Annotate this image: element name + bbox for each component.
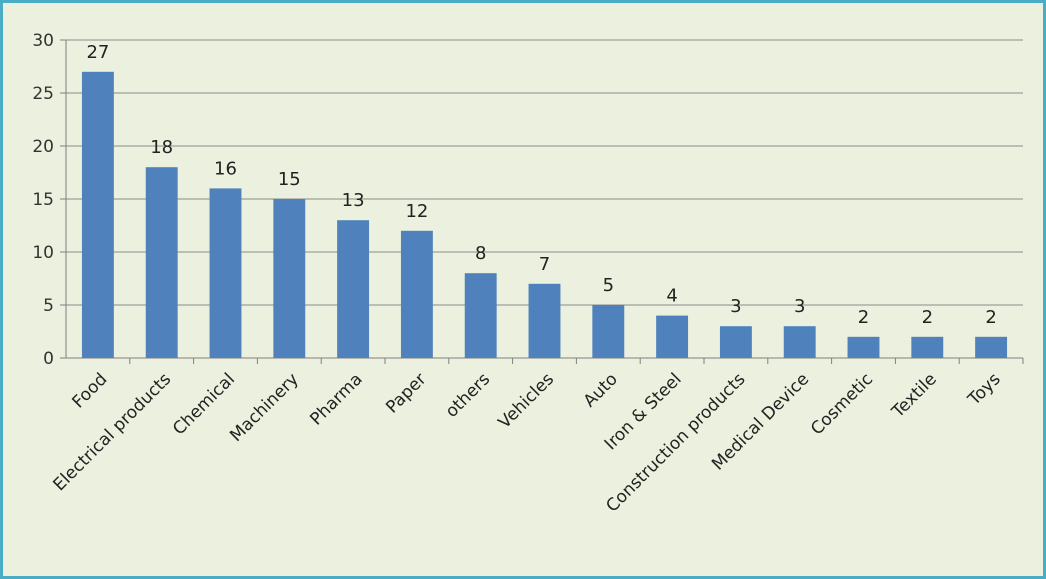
bar-value-label: 5: [603, 275, 614, 296]
bar-value-label: 3: [730, 296, 741, 317]
bar-value-label: 12: [405, 201, 428, 222]
bar: [847, 336, 880, 358]
bar-chart: 0 5 10 15 20 25 30 27 18 16 15 13 12 8 7 5 4 3 3 2 2 2 FoodE…: [32, 31, 1024, 516]
bar: [528, 283, 561, 358]
bar: [81, 71, 114, 359]
bar-value-label: 4: [666, 286, 677, 307]
bar: [145, 167, 178, 358]
x-category-label: Cosmetic: [807, 369, 877, 439]
bar-value-label: 16: [214, 158, 237, 179]
bar-value-label: 8: [475, 243, 486, 264]
x-category-label: Toys: [964, 369, 1005, 410]
x-category-label: others: [442, 369, 495, 422]
bar: [400, 230, 433, 358]
x-category-label: Textile: [888, 369, 941, 422]
bar-value-label: 13: [342, 190, 365, 211]
y-tick-label: 30: [32, 31, 54, 51]
bar-value-label: 3: [794, 296, 805, 317]
x-category-label: Auto: [580, 369, 622, 411]
x-category-label: Electrical products: [50, 369, 176, 495]
bar-value-label: 27: [86, 42, 109, 63]
bar: [975, 336, 1008, 358]
x-category-label: Food: [68, 369, 111, 412]
bar: [656, 315, 689, 358]
x-category-label: Pharma: [306, 369, 366, 429]
bar: [337, 220, 370, 358]
bar: [783, 326, 816, 358]
bar-value-label: 2: [858, 307, 869, 328]
y-tick-label: 5: [43, 296, 54, 316]
y-tick-label: 0: [43, 349, 54, 369]
bar: [273, 199, 306, 358]
x-category-label: Paper: [382, 369, 430, 417]
y-tick-label: 15: [32, 190, 54, 210]
x-category-label: Vehicles: [495, 369, 558, 432]
x-category-label: Machinery: [226, 369, 303, 446]
bar-value-label: 15: [278, 169, 301, 190]
bar: [719, 326, 752, 358]
bar: [464, 273, 497, 358]
y-tick-label: 20: [32, 137, 54, 157]
bar: [911, 336, 944, 358]
bars: [81, 71, 1008, 359]
bar-value-label: 2: [922, 307, 933, 328]
bar: [209, 188, 242, 358]
bar-value-label: 2: [985, 307, 996, 328]
y-tick-label: 25: [32, 84, 54, 104]
data-labels: 27 18 16 15 13 12 8 7 5 4 3 3 2 2 2: [86, 42, 996, 328]
bar: [592, 305, 625, 358]
bar-value-label: 18: [150, 137, 173, 158]
y-tick-label: 10: [32, 243, 54, 263]
bar-value-label: 7: [539, 254, 550, 275]
